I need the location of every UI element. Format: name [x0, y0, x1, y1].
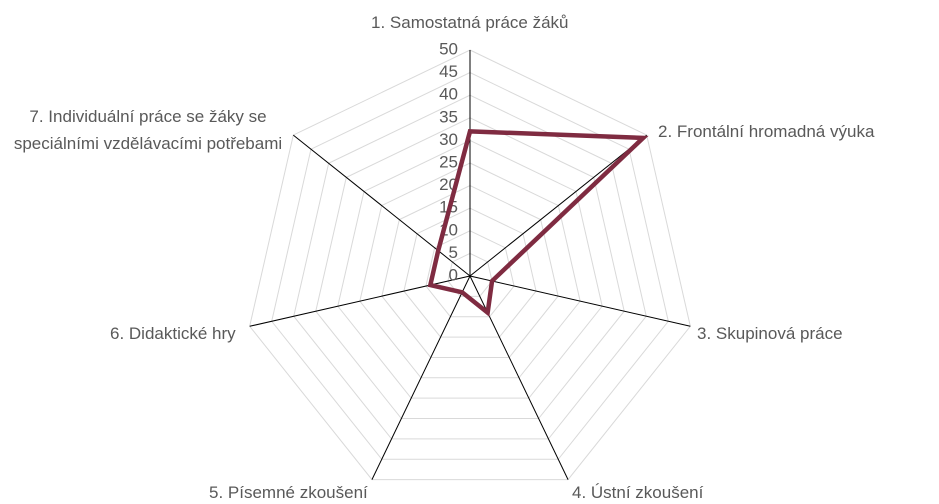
grid-line	[249, 49, 691, 481]
y-tick-label: 50	[439, 39, 458, 58]
axis-spoke	[249, 275, 471, 327]
y-tick-label: 30	[439, 130, 458, 149]
axis-spoke	[469, 275, 691, 327]
grid-line	[293, 94, 647, 440]
axis-spoke	[371, 275, 471, 480]
grid-line	[271, 72, 669, 460]
grid-line	[337, 139, 603, 399]
category-label: 5. Písemné zkoušení	[209, 482, 368, 502]
category-label: 1. Samostatná práce žáků	[371, 12, 569, 32]
category-label: 3. Skupinová práce	[697, 323, 843, 343]
category-label: 6. Didaktické hry	[110, 323, 236, 343]
grid-line	[403, 207, 537, 338]
y-tick-label: 25	[439, 152, 458, 171]
category-label: 2. Frontální hromadná výuka	[658, 121, 875, 141]
axis-spoke	[292, 134, 471, 277]
radar-line	[427, 129, 649, 317]
grid-line	[315, 117, 625, 420]
grid-line	[425, 230, 515, 318]
y-tick-label: 5	[449, 243, 458, 262]
category-label: 4. Ústní zkoušení	[572, 482, 704, 502]
y-tick-label: 45	[439, 62, 458, 81]
y-tick-label: 0	[449, 265, 458, 284]
grid-line	[359, 162, 581, 379]
y-tick-label: 40	[439, 85, 458, 104]
category-label: 7. Individuální práce se žáky se speciál…	[13, 107, 283, 153]
axis-spoke	[469, 134, 648, 277]
y-tick-label: 35	[439, 107, 458, 126]
